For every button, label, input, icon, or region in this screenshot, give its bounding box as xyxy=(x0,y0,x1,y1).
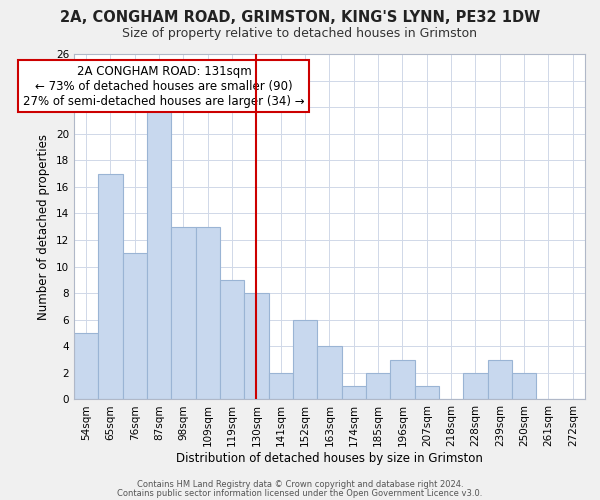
Bar xyxy=(196,226,220,400)
Bar xyxy=(488,360,512,400)
Bar xyxy=(220,280,244,400)
Bar xyxy=(366,373,390,400)
Bar xyxy=(512,373,536,400)
Text: 2A CONGHAM ROAD: 131sqm
← 73% of detached houses are smaller (90)
27% of semi-de: 2A CONGHAM ROAD: 131sqm ← 73% of detache… xyxy=(23,64,305,108)
Text: Contains public sector information licensed under the Open Government Licence v3: Contains public sector information licen… xyxy=(118,488,482,498)
Bar xyxy=(317,346,341,400)
Bar xyxy=(98,174,122,400)
Bar xyxy=(122,254,147,400)
Bar xyxy=(415,386,439,400)
Bar xyxy=(147,107,171,400)
X-axis label: Distribution of detached houses by size in Grimston: Distribution of detached houses by size … xyxy=(176,452,483,465)
Bar xyxy=(390,360,415,400)
Bar xyxy=(269,373,293,400)
Text: Contains HM Land Registry data © Crown copyright and database right 2024.: Contains HM Land Registry data © Crown c… xyxy=(137,480,463,489)
Bar xyxy=(171,226,196,400)
Text: Size of property relative to detached houses in Grimston: Size of property relative to detached ho… xyxy=(122,28,478,40)
Bar xyxy=(463,373,488,400)
Bar xyxy=(293,320,317,400)
Bar xyxy=(341,386,366,400)
Text: 2A, CONGHAM ROAD, GRIMSTON, KING'S LYNN, PE32 1DW: 2A, CONGHAM ROAD, GRIMSTON, KING'S LYNN,… xyxy=(60,10,540,25)
Bar xyxy=(74,333,98,400)
Bar xyxy=(244,293,269,400)
Y-axis label: Number of detached properties: Number of detached properties xyxy=(37,134,50,320)
